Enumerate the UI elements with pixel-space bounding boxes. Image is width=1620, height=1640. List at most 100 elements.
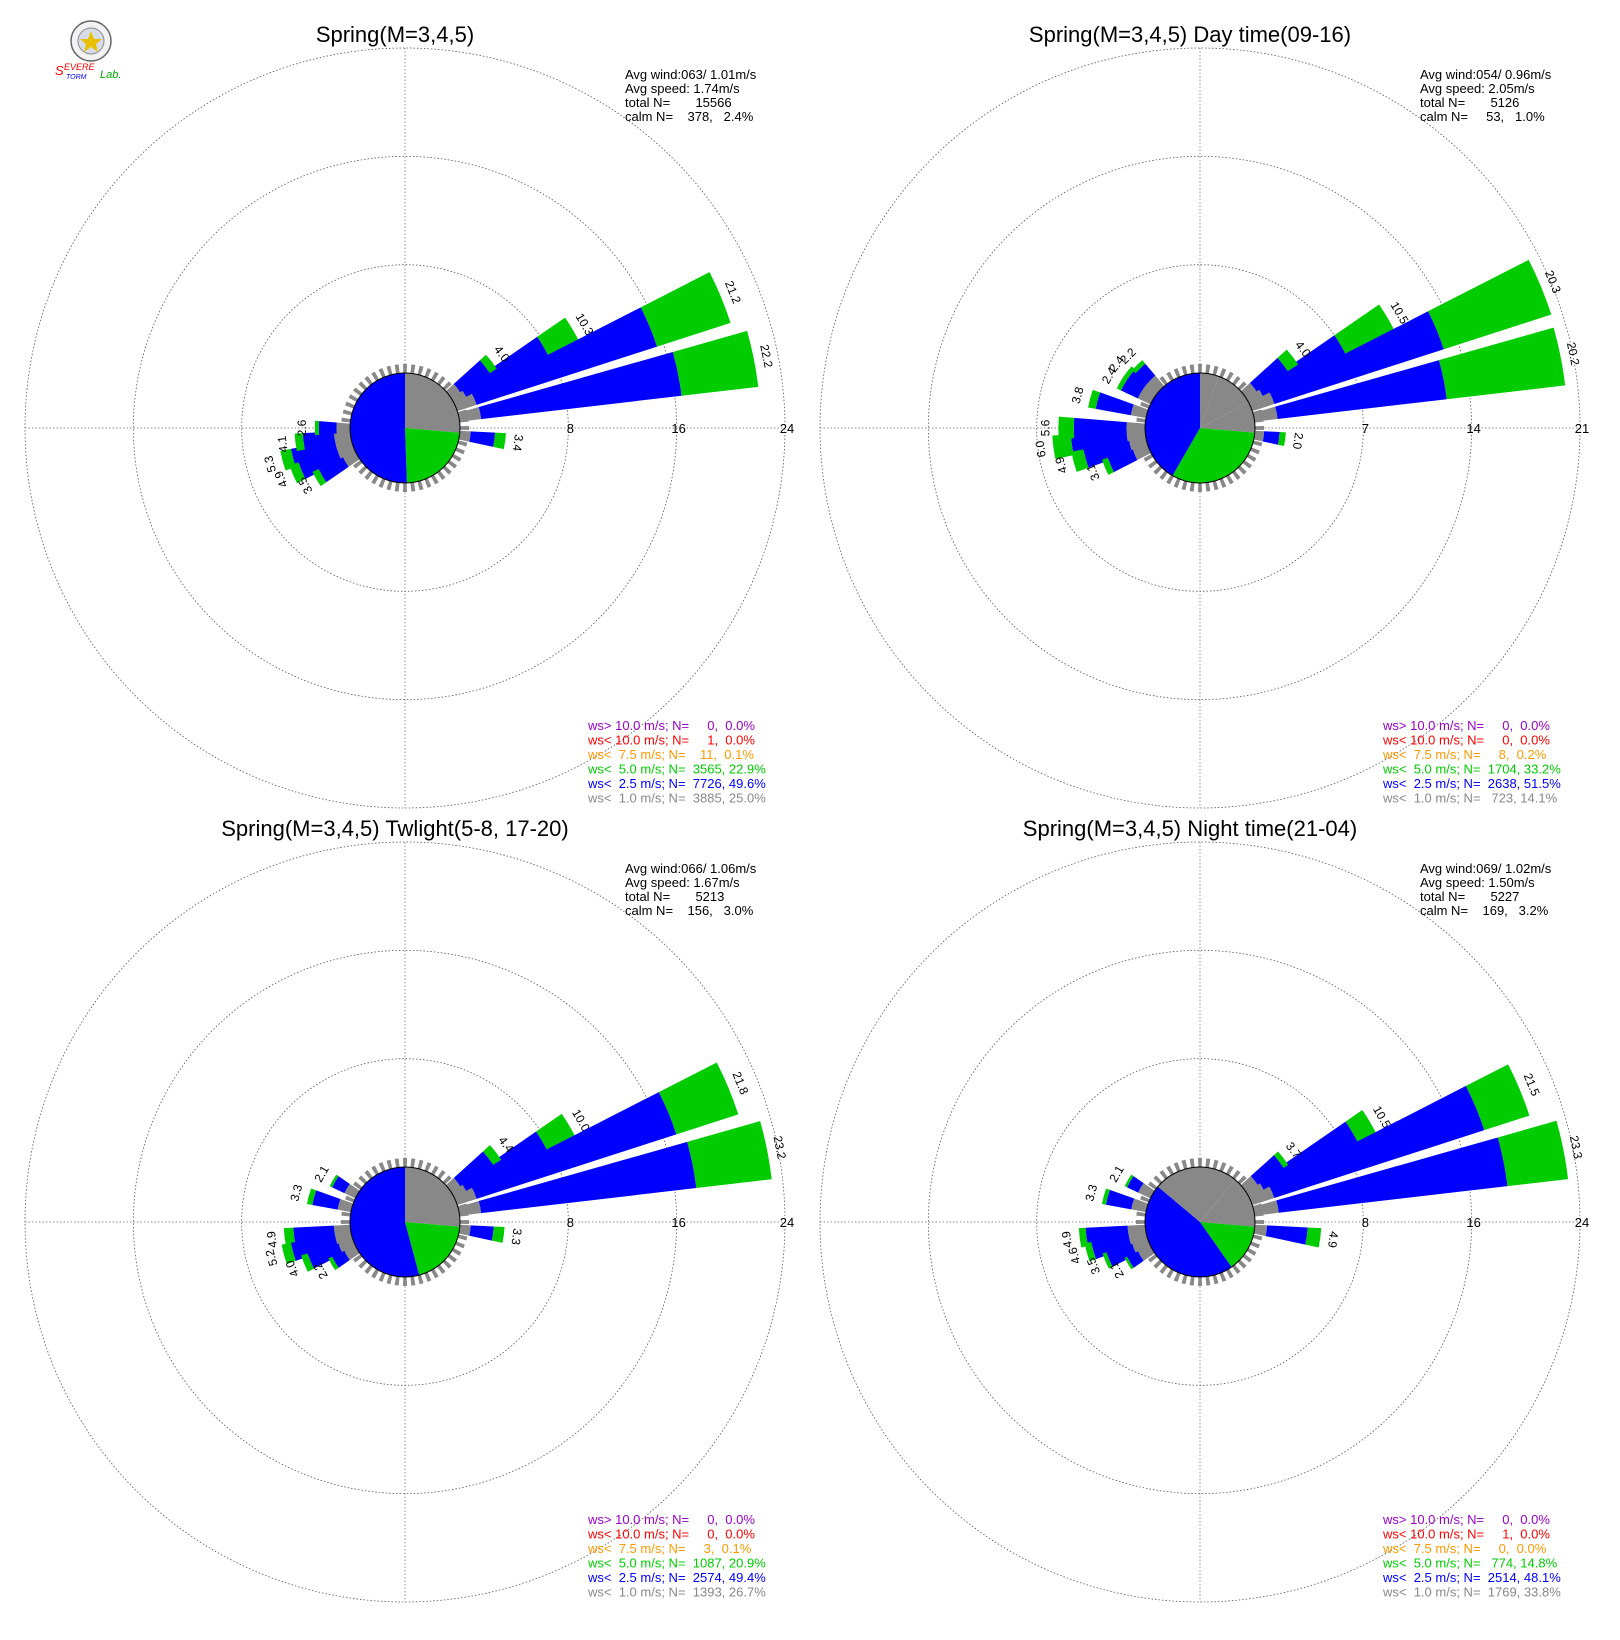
bar-segment-lt2_5	[1107, 449, 1138, 473]
bar-segment-lt5	[1122, 366, 1136, 381]
spoke-mark	[358, 1175, 368, 1185]
spoke-mark	[1148, 460, 1158, 469]
tick-label: 16	[1466, 1215, 1480, 1230]
spoke-mark	[402, 364, 408, 374]
bar-segment-lt5	[329, 1174, 339, 1188]
spoke-mark	[371, 1268, 380, 1279]
bar-segment-lt2_5	[1250, 1155, 1284, 1185]
spoke-mark	[1205, 364, 1211, 374]
spoke-mark	[1225, 1165, 1234, 1176]
bar-value-label: 2.0	[1290, 432, 1306, 451]
bar-segment-lt1	[1132, 444, 1152, 461]
bar-segment-lt5	[314, 420, 320, 436]
bar-segment-lt5	[1497, 1120, 1569, 1187]
svg-text:Lab.: Lab.	[100, 69, 121, 81]
pie-slice-lt2_5	[1145, 1186, 1232, 1277]
spoke-mark	[1148, 1254, 1158, 1263]
spoke-mark	[1173, 368, 1181, 378]
windrose-panel-spring-twilight: Spring(M=3,4,5) Twlight(5-8, 17-20) 8 16 24…	[24, 816, 794, 1603]
spoke-mark	[1166, 371, 1175, 382]
pie-slice-lt1	[405, 373, 460, 433]
spoke-mark	[1136, 1211, 1146, 1217]
stat-line: Avg speed: 1.67m/s	[625, 875, 740, 890]
pie-slice-lt1	[1200, 1179, 1255, 1227]
legend-entry: ws< 7.5 m/s; N= 3, 0.1%	[587, 1541, 752, 1556]
bar-segment-lt2_5	[1249, 357, 1288, 392]
stat-line: calm N= 378, 2.4%	[625, 109, 754, 124]
spoke-mark	[1140, 401, 1150, 409]
bar-segment-lt1	[1253, 430, 1265, 442]
spoke-mark	[394, 364, 400, 374]
legend-entry: ws< 7.5 m/s; N= 0, 0.0%	[1382, 1541, 1547, 1556]
bar-segment-lt1	[334, 1231, 354, 1246]
svg-text:TORM: TORM	[66, 74, 87, 81]
stat-line: Avg wind:054/ 0.96m/s	[1420, 67, 1552, 82]
spoke-mark	[417, 480, 424, 491]
legend-entry: ws< 2.5 m/s; N= 2574, 49.4%	[587, 1570, 766, 1585]
bar-segment-lt1	[1248, 1186, 1275, 1206]
bar-segment-lt1	[1245, 1181, 1265, 1199]
bar-segment-lt5	[281, 1242, 296, 1265]
legend-entry: ws< 2.5 m/s; N= 2638, 51.5%	[1382, 776, 1561, 791]
spoke-mark	[1166, 474, 1175, 485]
legend-entry: ws< 5.0 m/s; N= 774, 14.8%	[1382, 1556, 1558, 1571]
pie-outline	[349, 1166, 461, 1278]
bar-value-label: 4.1	[275, 435, 291, 454]
bar-segment-lt2_5	[461, 1131, 549, 1193]
tick-label: 16	[671, 421, 685, 436]
bar-segment-lt5	[1102, 457, 1114, 475]
bar-segment-lt1	[1252, 406, 1278, 422]
bar-segment-lt5	[1305, 1227, 1322, 1248]
bar-value-label: 20.3	[1542, 268, 1564, 295]
bar-segment-lt5	[672, 330, 759, 396]
stat-line: Avg speed: 1.74m/s	[625, 81, 740, 96]
chart-title: Spring(M=3,4,5) Night time(21-04)	[1023, 816, 1357, 841]
spoke-mark	[442, 1175, 452, 1185]
bar-segment-lt1	[457, 407, 482, 422]
bar-segment-lt1	[1240, 1176, 1258, 1193]
spoke-mark	[386, 1274, 393, 1285]
spoke-mark	[364, 470, 373, 480]
spoke-mark	[1153, 465, 1163, 475]
spoke-mark	[1181, 365, 1188, 376]
legend-entry: ws< 10.0 m/s; N= 1, 0.0%	[587, 733, 755, 748]
bar-segment-lt2_5	[1085, 1225, 1130, 1247]
stat-line: Avg wind:066/ 1.06m/s	[625, 861, 757, 876]
spoke-mark	[1189, 482, 1195, 492]
bar-segment-lt2_5	[318, 421, 337, 435]
spoke-mark	[1252, 440, 1263, 447]
spoke-mark	[1232, 470, 1241, 480]
spoke-mark	[1159, 1264, 1168, 1274]
spoke-mark	[1212, 1274, 1219, 1285]
bar-value-label: 20.2	[1564, 341, 1582, 367]
bar-segment-lt5	[283, 1227, 296, 1248]
bar-segment-lt5	[1078, 1227, 1088, 1248]
bar-segment-lt5	[640, 272, 731, 347]
bar-segment-lt1	[1252, 1200, 1279, 1216]
bar-segment-lt2_5	[1105, 1189, 1135, 1210]
bar-segment-lt1	[1248, 392, 1275, 412]
pie-slice-lt5	[1200, 1222, 1255, 1268]
stat-line: Avg speed: 1.50m/s	[1420, 875, 1535, 890]
spoke-mark	[364, 1170, 373, 1180]
spoke-mark	[455, 1241, 465, 1249]
legend-entry: ws< 7.5 m/s; N= 8, 0.2%	[1382, 747, 1547, 762]
spoke-mark	[1159, 1170, 1168, 1180]
bar-segment-lt2_5	[1269, 1085, 1485, 1199]
bar-segment-lt1	[453, 1187, 477, 1206]
pie-outline	[1144, 372, 1256, 484]
bar-segment-lt5	[1428, 259, 1552, 350]
spoke-mark	[1246, 1247, 1257, 1256]
stat-line: calm N= 169, 3.2%	[1420, 903, 1549, 918]
spoke-mark	[442, 465, 452, 475]
bar-segment-lt1	[333, 430, 352, 443]
legend-entry: ws> 10.0 m/s; N= 0, 0.0%	[587, 1512, 755, 1527]
spoke-mark	[457, 440, 468, 447]
bar-value-label: 3.3	[1082, 1183, 1100, 1203]
tick-label: 8	[1362, 1215, 1369, 1230]
spoke-mark	[358, 1259, 368, 1269]
bar-value-label: 4.9	[1325, 1230, 1341, 1249]
spoke-mark	[1219, 1272, 1227, 1282]
stat-line: Avg wind:069/ 1.02m/s	[1420, 861, 1552, 876]
spoke-mark	[353, 1181, 363, 1190]
